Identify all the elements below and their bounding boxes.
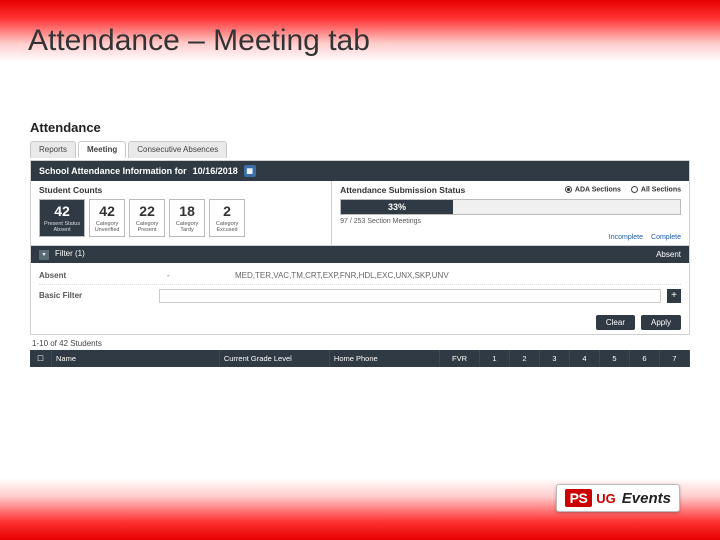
clear-button[interactable]: Clear <box>596 315 635 330</box>
count-value: 42 <box>94 203 120 219</box>
psug-events-logo: PSUG Events <box>556 484 680 512</box>
col-period-4[interactable]: 4 <box>570 350 600 367</box>
tab-label: Meeting <box>87 145 117 154</box>
filter-row-absent: Absent - MED,TER,VAC,TM,CRT,EXP,FNR,HDL,… <box>39 267 681 285</box>
filter-bar-label: Filter (1) <box>55 249 85 258</box>
count-label: Present StatusAbsent <box>44 221 80 233</box>
results-summary: 1-10 of 42 Students <box>30 335 690 350</box>
progress-subtext: 97 / 253 Section Meetings <box>340 218 681 225</box>
results-header-row: ☐ Name Current Grade Level Home Phone FV… <box>30 350 690 367</box>
count-value: 42 <box>44 203 80 219</box>
counts-row: 42 Present StatusAbsent 42 CategoryUnver… <box>39 199 323 237</box>
col-period-5[interactable]: 5 <box>600 350 630 367</box>
logo-events: Events <box>622 490 671 507</box>
app-screenshot: Attendance Reports Meeting Consecutive A… <box>30 120 690 367</box>
col-period-1[interactable]: 1 <box>480 350 510 367</box>
filter-row-basic: Basic Filter + <box>39 285 681 307</box>
count-label: CategoryPresent <box>134 221 160 233</box>
col-period-6[interactable]: 6 <box>630 350 660 367</box>
col-period-3[interactable]: 3 <box>540 350 570 367</box>
count-value: 2 <box>214 203 240 219</box>
logo-ug: UG <box>596 491 616 506</box>
col-period-7[interactable]: 7 <box>660 350 690 367</box>
filter-body: Absent - MED,TER,VAC,TM,CRT,EXP,FNR,HDL,… <box>31 263 689 311</box>
submission-status-panel: Attendance Submission Status ADA Section… <box>332 181 689 245</box>
count-value: 22 <box>134 203 160 219</box>
filter-values: MED,TER,VAC,TM,CRT,EXP,FNR,HDL,EXC,UNX,S… <box>235 271 681 280</box>
info-bar-date: 10/16/2018 <box>193 166 238 176</box>
basic-filter-input[interactable] <box>159 289 661 303</box>
tab-label: Consecutive Absences <box>137 145 218 154</box>
count-excused[interactable]: 2 CategoryExcused <box>209 199 245 237</box>
count-tardy[interactable]: 18 CategoryTardy <box>169 199 205 237</box>
sections-legend: ADA Sections All Sections <box>565 186 681 193</box>
col-period-2[interactable]: 2 <box>510 350 540 367</box>
filter-bar-right: Absent <box>656 250 681 259</box>
count-label: CategoryExcused <box>214 221 240 233</box>
count-label: CategoryTardy <box>174 221 200 233</box>
summary-row: Student Counts 42 Present StatusAbsent 4… <box>31 181 689 246</box>
radio-icon <box>565 186 572 193</box>
student-counts-heading: Student Counts <box>39 185 323 195</box>
progress-percent: 33% <box>388 202 406 212</box>
all-sections-radio[interactable]: All Sections <box>631 186 681 193</box>
submission-heading-row: Attendance Submission Status ADA Section… <box>340 185 681 195</box>
col-phone[interactable]: Home Phone <box>330 350 440 367</box>
count-absent[interactable]: 42 Present StatusAbsent <box>39 199 85 237</box>
legend-complete: Complete <box>651 234 681 241</box>
filter-buttons: Clear Apply <box>31 311 689 334</box>
col-name[interactable]: Name <box>52 350 220 367</box>
counts-heading-text: Student Counts <box>39 185 102 195</box>
info-bar-prefix: School Attendance Information for <box>39 166 187 176</box>
tab-meeting[interactable]: Meeting <box>78 141 126 158</box>
page-heading: Attendance <box>30 120 690 135</box>
tab-reports[interactable]: Reports <box>30 141 76 158</box>
filter-label: Absent <box>39 271 159 280</box>
apply-button[interactable]: Apply <box>641 315 681 330</box>
filter-bar[interactable]: ▾ Filter (1) Absent <box>31 246 689 263</box>
chevron-down-icon: ▾ <box>39 250 49 260</box>
col-checkbox[interactable]: ☐ <box>30 350 52 367</box>
tab-label: Reports <box>39 145 67 154</box>
progress-row: 33% <box>340 199 681 215</box>
basic-filter-label: Basic Filter <box>39 291 159 300</box>
tab-consecutive-absences[interactable]: Consecutive Absences <box>128 141 227 158</box>
student-counts-panel: Student Counts 42 Present StatusAbsent 4… <box>31 181 332 245</box>
main-panel: School Attendance Information for 10/16/… <box>30 160 690 335</box>
progress-legend: Incomplete Complete <box>609 234 681 241</box>
col-grade[interactable]: Current Grade Level <box>220 350 330 367</box>
slide-title: Attendance – Meeting tab <box>28 24 370 58</box>
progress-fill: 33% <box>341 200 453 214</box>
count-label: CategoryUnverified <box>94 221 120 233</box>
add-filter-button[interactable]: + <box>667 289 681 303</box>
filter-operator: - <box>167 271 227 280</box>
radio-icon <box>631 186 638 193</box>
filter-bar-left: ▾ Filter (1) <box>39 249 85 260</box>
tab-bar: Reports Meeting Consecutive Absences <box>30 141 690 158</box>
legend-incomplete: Incomplete <box>609 234 643 241</box>
count-present[interactable]: 22 CategoryPresent <box>129 199 165 237</box>
ada-sections-radio[interactable]: ADA Sections <box>565 186 621 193</box>
submission-heading: Attendance Submission Status <box>340 185 465 195</box>
count-unverified[interactable]: 42 CategoryUnverified <box>89 199 125 237</box>
info-bar: School Attendance Information for 10/16/… <box>31 161 689 181</box>
col-fvr[interactable]: FVR <box>440 350 480 367</box>
logo-ps: PS <box>565 489 593 507</box>
count-value: 18 <box>174 203 200 219</box>
calendar-icon[interactable]: ▦ <box>244 165 256 177</box>
progress-bar: 33% <box>340 199 681 215</box>
